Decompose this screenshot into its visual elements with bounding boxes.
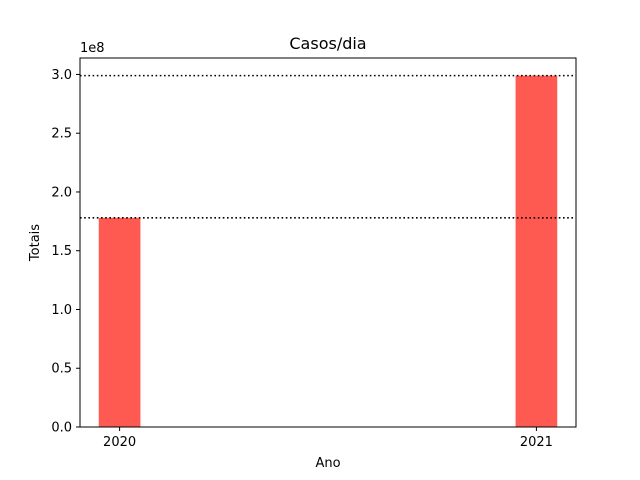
y-axis-ticks: 0.0 0.5 1.0 1.5 2.0 2.5 3.0 <box>51 68 80 436</box>
y-tick-label: 0.5 <box>51 362 72 377</box>
x-tick-label: 2021 <box>520 435 553 450</box>
x-axis-ticks: 2020 2021 <box>103 427 553 450</box>
chart-title: Casos/dia <box>289 34 366 53</box>
x-tick-label: 2020 <box>103 435 136 450</box>
x-axis-label: Ano <box>315 456 340 471</box>
y-tick-label: 3.0 <box>51 68 72 83</box>
bars <box>98 75 558 428</box>
bar-2020 <box>98 217 141 427</box>
y-tick-label: 1.0 <box>51 303 72 318</box>
reference-lines <box>80 74 576 219</box>
y-axis-label: Totais <box>28 224 43 262</box>
plot-area-frame <box>79 57 577 428</box>
y-tick-label: 2.5 <box>51 127 72 142</box>
y-tick-label: 0.0 <box>51 421 72 436</box>
y-tick-label: 2.0 <box>51 185 72 200</box>
bar-2021 <box>515 75 558 428</box>
y-axis-offset-label: 1e8 <box>80 41 105 56</box>
y-tick-label: 1.5 <box>51 244 72 259</box>
